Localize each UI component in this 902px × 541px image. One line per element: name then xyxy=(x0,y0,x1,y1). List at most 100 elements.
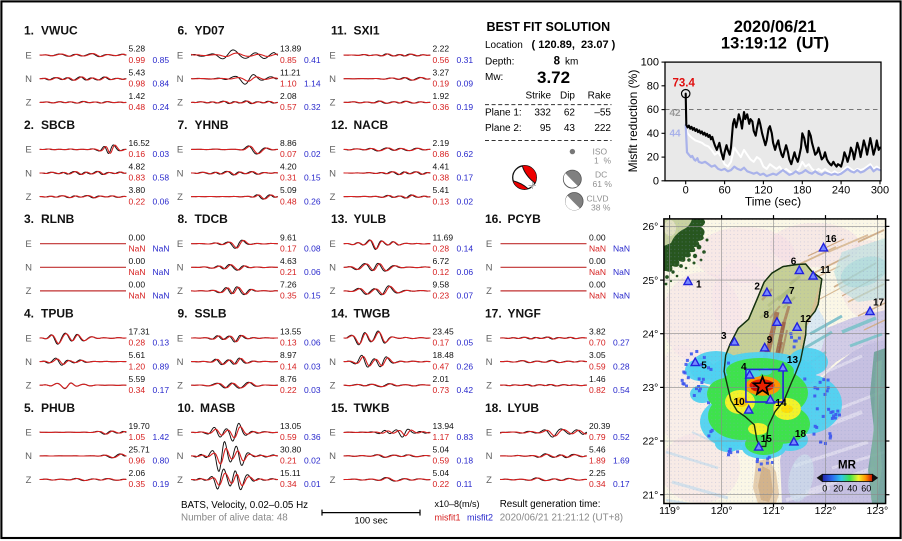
svg-text:1.46: 1.46 xyxy=(589,374,606,384)
svg-text:0.24: 0.24 xyxy=(153,102,170,112)
svg-text:18.: 18. xyxy=(485,401,502,415)
svg-text:0.48: 0.48 xyxy=(280,196,297,206)
svg-text:1: 1 xyxy=(696,280,702,291)
svg-text:NaN: NaN xyxy=(129,291,146,301)
svg-text:TWKB: TWKB xyxy=(354,401,390,415)
svg-text:0.26: 0.26 xyxy=(457,361,474,371)
svg-text:0.36: 0.36 xyxy=(433,102,450,112)
svg-text:61 %: 61 % xyxy=(593,179,613,189)
svg-text:0.84: 0.84 xyxy=(153,78,170,88)
svg-text:NaN: NaN xyxy=(129,243,146,253)
svg-text:12.: 12. xyxy=(331,118,348,132)
svg-text:N: N xyxy=(329,263,336,274)
svg-text:123°: 123° xyxy=(867,505,889,517)
svg-text:YD07: YD07 xyxy=(195,24,225,38)
svg-text:0.96: 0.96 xyxy=(129,456,146,466)
svg-text:0.03: 0.03 xyxy=(304,385,321,395)
svg-text:16: 16 xyxy=(826,234,838,245)
svg-text:0.00: 0.00 xyxy=(129,280,146,290)
svg-text:24°: 24° xyxy=(643,328,659,340)
svg-text:E: E xyxy=(329,428,335,439)
svg-text:0.32: 0.32 xyxy=(304,102,321,112)
svg-text:30.80: 30.80 xyxy=(280,445,302,455)
svg-text:300: 300 xyxy=(871,185,889,197)
svg-text:2.06: 2.06 xyxy=(129,468,146,478)
svg-text:0.58: 0.58 xyxy=(153,173,170,183)
svg-text:0.17: 0.17 xyxy=(433,338,450,348)
svg-text:N: N xyxy=(177,74,184,85)
svg-text:60: 60 xyxy=(647,104,659,116)
svg-text:5.28: 5.28 xyxy=(129,44,146,54)
svg-text:11.69: 11.69 xyxy=(433,232,454,242)
svg-text:Z: Z xyxy=(486,475,492,486)
svg-text:SSLB: SSLB xyxy=(195,307,227,321)
svg-text:0.31: 0.31 xyxy=(280,173,297,183)
svg-text:0.22: 0.22 xyxy=(280,385,297,395)
svg-text:3.80: 3.80 xyxy=(129,185,146,195)
svg-text:8.76: 8.76 xyxy=(280,374,297,384)
svg-text:1 %: 1 % xyxy=(594,156,611,166)
svg-text:NaN: NaN xyxy=(153,267,170,277)
svg-text:4.20: 4.20 xyxy=(280,162,297,172)
svg-text:N: N xyxy=(177,263,184,274)
svg-text:0.47: 0.47 xyxy=(433,361,450,371)
svg-text:20.39: 20.39 xyxy=(589,421,611,431)
svg-text:0.02: 0.02 xyxy=(304,456,321,466)
svg-text:( 120.89, 23.07 ): ( 120.89, 23.07 ) xyxy=(532,39,616,51)
svg-text:180: 180 xyxy=(793,185,811,197)
svg-text:5.04: 5.04 xyxy=(433,445,450,455)
svg-text:TDCB: TDCB xyxy=(195,212,229,226)
svg-text:0.98: 0.98 xyxy=(129,78,146,88)
svg-text:km: km xyxy=(565,57,578,68)
svg-text:0.82: 0.82 xyxy=(589,385,606,395)
svg-text:1.92: 1.92 xyxy=(433,91,450,101)
svg-text:332: 332 xyxy=(534,108,551,119)
svg-text:0.83: 0.83 xyxy=(129,173,146,183)
svg-text:0.16: 0.16 xyxy=(129,149,146,159)
svg-text:E: E xyxy=(25,239,31,250)
svg-text:13.: 13. xyxy=(331,212,348,226)
svg-text:6.72: 6.72 xyxy=(433,256,450,266)
svg-text:3: 3 xyxy=(721,331,727,342)
svg-text:Plane 1:: Plane 1: xyxy=(485,108,522,119)
svg-text:NaN: NaN xyxy=(589,267,606,277)
svg-text:N: N xyxy=(177,357,184,368)
svg-text:9.58: 9.58 xyxy=(433,280,450,290)
svg-text:4: 4 xyxy=(741,362,747,373)
svg-text:N: N xyxy=(486,451,493,462)
svg-text:Number of alive data: 48: Number of alive data: 48 xyxy=(181,513,288,524)
svg-text:0.85: 0.85 xyxy=(153,55,170,65)
svg-text:4.: 4. xyxy=(24,307,34,321)
svg-text:0.00: 0.00 xyxy=(589,232,606,242)
svg-text:11: 11 xyxy=(820,265,831,276)
svg-text:0.00: 0.00 xyxy=(589,280,606,290)
svg-text:NaN: NaN xyxy=(613,291,630,301)
svg-text:1.: 1. xyxy=(24,24,34,38)
svg-text:LYUB: LYUB xyxy=(508,401,540,415)
svg-text:25°: 25° xyxy=(643,275,659,287)
svg-text:–55: –55 xyxy=(594,108,611,119)
svg-text:120: 120 xyxy=(754,185,772,197)
svg-text:0.17: 0.17 xyxy=(280,243,297,253)
svg-text:0.01: 0.01 xyxy=(304,479,321,489)
svg-text:RLNB: RLNB xyxy=(41,212,75,226)
svg-text:N: N xyxy=(25,451,32,462)
svg-text:E: E xyxy=(329,50,335,61)
svg-text:0.00: 0.00 xyxy=(129,232,146,242)
svg-text:20: 20 xyxy=(833,484,843,494)
svg-text:1.20: 1.20 xyxy=(129,361,146,371)
svg-text:18.48: 18.48 xyxy=(433,350,455,360)
svg-text:Rake: Rake xyxy=(588,91,612,102)
svg-text:5.46: 5.46 xyxy=(589,445,606,455)
svg-text:222: 222 xyxy=(594,123,611,134)
svg-text:E: E xyxy=(177,333,183,344)
svg-text:10: 10 xyxy=(734,397,746,408)
svg-text:3.05: 3.05 xyxy=(589,350,606,360)
svg-text:E: E xyxy=(25,145,31,156)
svg-text:5.59: 5.59 xyxy=(129,374,146,384)
svg-text:11.: 11. xyxy=(331,24,347,38)
svg-text:0.15: 0.15 xyxy=(304,173,321,183)
svg-text:NACB: NACB xyxy=(354,118,389,132)
svg-text:40: 40 xyxy=(647,128,659,140)
svg-text:0.83: 0.83 xyxy=(457,432,474,442)
